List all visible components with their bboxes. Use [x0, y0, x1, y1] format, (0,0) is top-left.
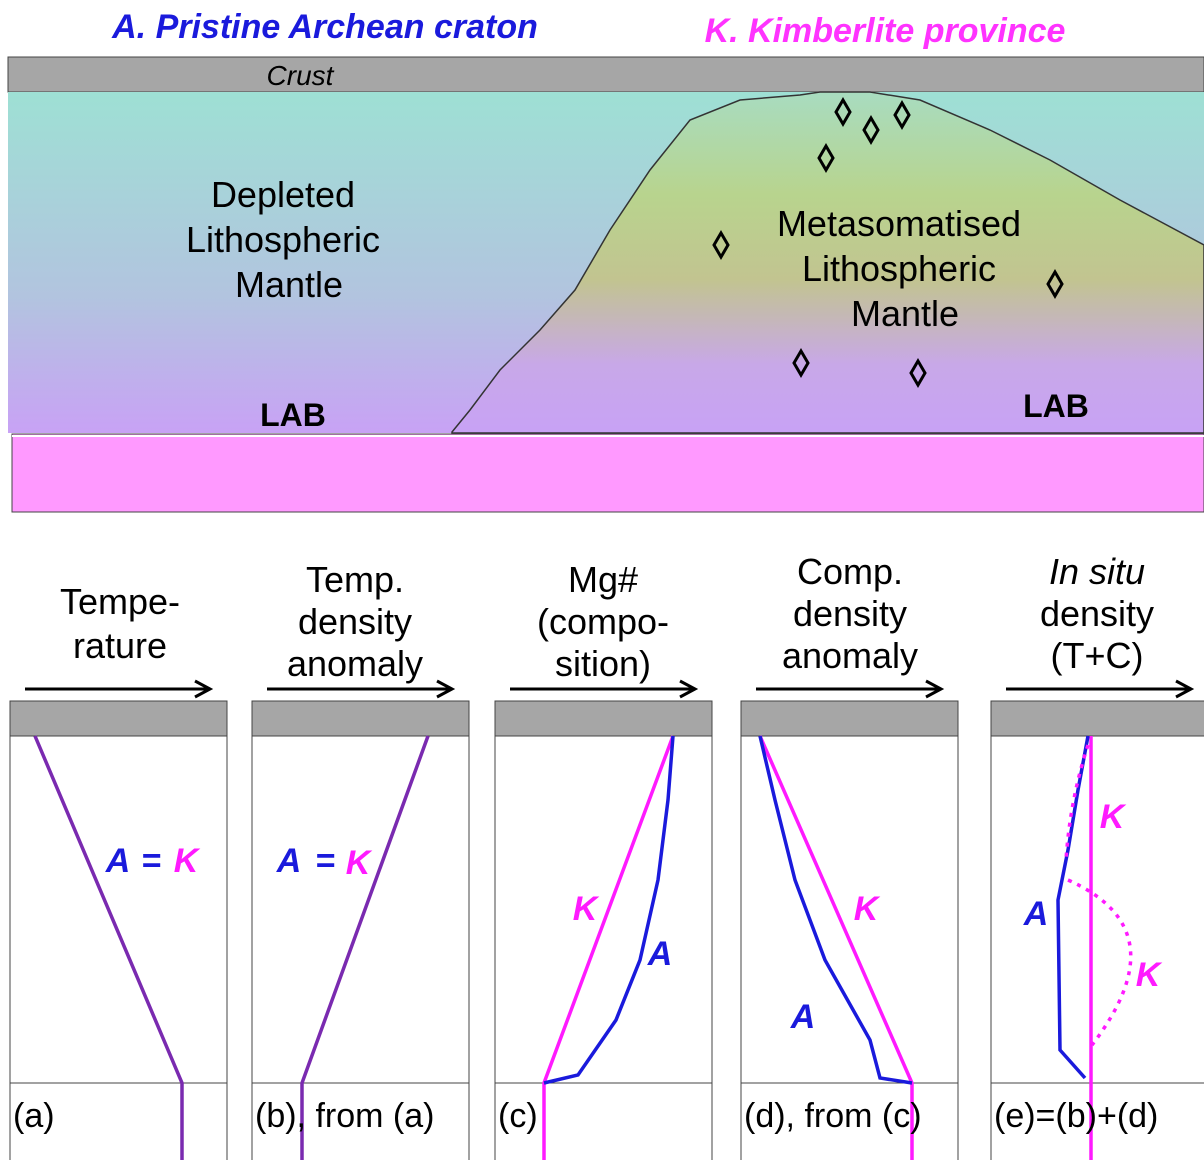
profile-label: A	[1023, 895, 1049, 933]
profile-label: K	[346, 844, 373, 882]
panel-caption: (b), from (a)	[255, 1097, 434, 1135]
panel-caption: (c)	[498, 1097, 538, 1135]
label-line: Lithospheric	[186, 219, 380, 260]
profile-label: K	[1136, 956, 1163, 994]
lab-right: LAB	[1023, 388, 1089, 424]
profile-label: =	[141, 842, 161, 880]
profile-label: K	[573, 890, 600, 928]
panel-header: Comp.	[797, 551, 903, 592]
panel-crust	[495, 701, 712, 736]
panels: Tempe-ratureA=K(a)Temp.densityanomalyA=K…	[10, 551, 1204, 1160]
panel-header: anomaly	[287, 643, 423, 684]
crust	[8, 57, 1204, 92]
title-a: A. Pristine Archean craton	[111, 8, 538, 46]
panel-header: rature	[73, 625, 167, 666]
profile-label: A	[105, 842, 131, 880]
panel-crust	[10, 701, 227, 736]
panel-header: anomaly	[782, 635, 918, 676]
panel-crust	[741, 701, 958, 736]
label-line: Lithospheric	[802, 248, 996, 289]
panel-caption: (d), from (c)	[744, 1097, 922, 1135]
asthenosphere	[12, 434, 1204, 512]
panel-header: Tempe-	[60, 581, 180, 622]
profile-label: A	[276, 842, 302, 880]
panel-caption: (a)	[13, 1097, 55, 1135]
panel-header: Mg#	[568, 559, 638, 600]
label-line: Depleted	[211, 174, 355, 215]
panel-header: (compo-	[537, 601, 669, 642]
crust-label: Crust	[267, 60, 335, 91]
profile-label: K	[1100, 798, 1127, 836]
profile-label: =	[315, 842, 335, 880]
panel-header: density	[1040, 593, 1154, 634]
panel: Mg#(compo-sition) K A (c)	[495, 559, 712, 1160]
lab-left: LAB	[260, 397, 326, 433]
title-k: K. Kimberlite province	[705, 12, 1066, 50]
diagram: A. Pristine Archean craton K. Kimberlite…	[0, 0, 1204, 1160]
panel-crust	[991, 701, 1204, 736]
profile-label: K	[174, 842, 201, 880]
profile-label: A	[647, 935, 673, 973]
label-line: Metasomatised	[777, 203, 1021, 244]
panel-header: (T+C)	[1051, 635, 1144, 676]
panel-crust	[252, 701, 469, 736]
panel-header: density	[793, 593, 907, 634]
label-line: Mantle	[235, 264, 343, 305]
panel-header: Temp.	[306, 559, 404, 600]
label-line: Mantle	[851, 293, 959, 334]
panel: Tempe-rature A = K (a)	[10, 581, 227, 1160]
panel-header: density	[298, 601, 412, 642]
profile-label: A	[790, 998, 816, 1036]
panel-caption: (e)=(b)+(d)	[994, 1097, 1158, 1135]
profile-label: K	[854, 890, 881, 928]
panel-header: In situ	[1049, 551, 1145, 592]
panel-header: sition)	[555, 643, 651, 684]
